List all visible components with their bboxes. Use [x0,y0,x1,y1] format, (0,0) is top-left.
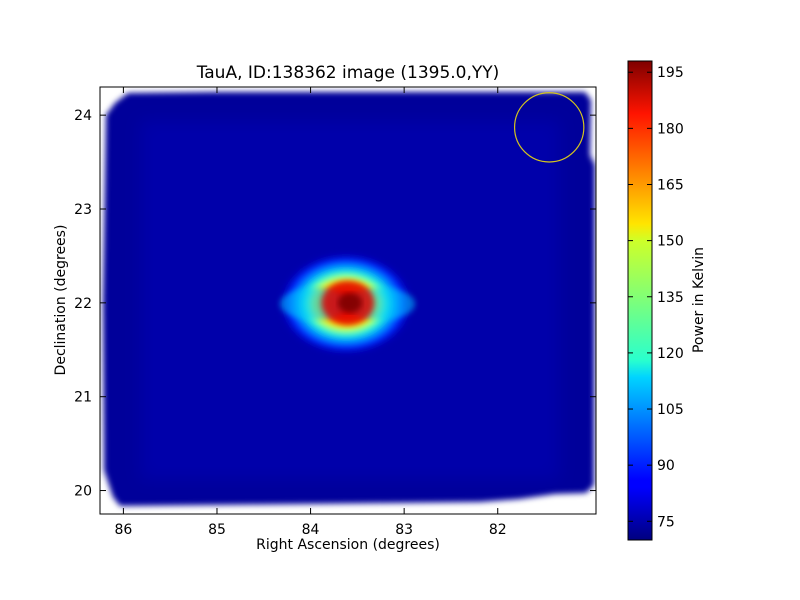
y-tick-label: 21 [74,390,92,406]
colorbar-ticks: 75 90 105 120 135 150 165 180 195 [628,65,684,530]
y-tick-label: 23 [74,202,92,218]
colorbar-tick-label: 135 [657,290,684,306]
colorbar-label: Power in Kelvin [691,247,707,353]
colorbar-tick-label: 195 [657,65,684,81]
x-tick-label: 82 [489,522,507,538]
y-tick-label: 24 [74,108,92,124]
x-tick-label: 83 [395,522,413,538]
colorbar-tick-label: 105 [657,402,684,418]
x-axis-label: Right Ascension (degrees) [256,537,440,553]
x-tick-label: 84 [302,522,320,538]
colorbar-tick-label: 120 [657,346,684,362]
colorbar-tick-label: 180 [657,121,684,137]
source-blob [278,251,415,356]
source-peak [338,292,362,313]
colorbar-tick-label: 150 [657,234,684,250]
y-axis-label: Declination (degrees) [53,225,69,376]
x-tick-label: 85 [208,522,226,538]
plot-area [100,87,596,514]
x-tick-label: 86 [114,522,132,538]
axes-frame [99,86,597,515]
colorbar-tick-label: 75 [657,514,675,530]
y-axis-ticks: 20 21 22 23 24 [74,108,596,500]
colorbar-tick-label: 90 [657,458,675,474]
chart-title: TauA, ID:138362 image (1395.0,YY) [196,63,500,83]
y-tick-label: 20 [74,484,92,500]
colorbar [627,60,653,541]
x-axis-ticks: 86 85 84 83 82 [114,87,507,538]
y-tick-label: 22 [74,296,92,312]
colorbar-tick-label: 165 [657,177,684,193]
beam-circle [513,92,585,163]
